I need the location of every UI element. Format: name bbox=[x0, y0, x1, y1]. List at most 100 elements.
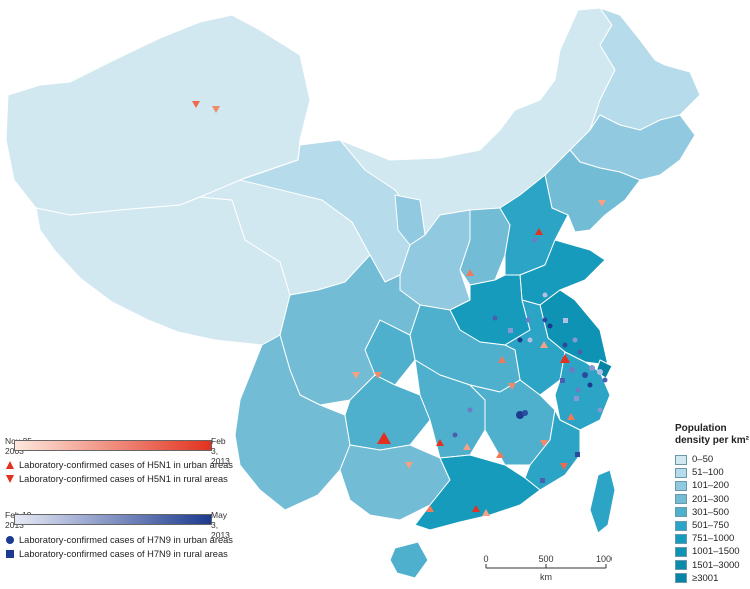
h7n9-rural-case bbox=[540, 478, 545, 483]
density-class-label: 101–200 bbox=[692, 480, 729, 492]
h7n9-urban-case bbox=[527, 337, 533, 343]
h7n9-urban-case bbox=[517, 337, 523, 343]
circle-icon bbox=[6, 536, 14, 544]
density-class: 51–100 bbox=[675, 466, 750, 479]
h7n9-urban-label: Laboratory-confirmed cases of H7N9 in ur… bbox=[19, 535, 233, 545]
h7n9-urban-case bbox=[572, 337, 578, 343]
h5n1-urban-case bbox=[540, 341, 548, 348]
density-swatch bbox=[675, 560, 687, 571]
density-legend-title-line1: Population bbox=[675, 423, 727, 434]
h7n9-rural-label: Laboratory-confirmed cases of H7N9 in ru… bbox=[19, 549, 228, 559]
h5n1-legend: Nov 25, 2003 Feb 3, 2013 Laboratory-conf… bbox=[5, 436, 233, 496]
h7n9-rural-case bbox=[560, 378, 565, 383]
density-swatch bbox=[675, 480, 687, 491]
h7n9-end-date-line1: May 3, bbox=[211, 510, 228, 530]
h5n1-urban-case bbox=[463, 443, 471, 450]
h5n1-urban-case bbox=[567, 413, 575, 420]
h7n9-urban-case bbox=[602, 377, 608, 383]
density-class-label: 0–50 bbox=[692, 454, 714, 466]
density-swatch bbox=[675, 573, 687, 584]
h7n9-urban-case bbox=[587, 382, 593, 388]
h7n9-rural-case bbox=[574, 396, 579, 401]
h5n1-urban-label: Laboratory-confirmed cases of H5N1 in ur… bbox=[19, 460, 233, 470]
h7n9-rural-legend: Laboratory-confirmed cases of H7N9 in ru… bbox=[5, 549, 228, 559]
h7n9-urban-case bbox=[542, 292, 548, 298]
scale-tick-1000: 1000 bbox=[596, 554, 612, 564]
density-swatch bbox=[675, 507, 687, 518]
h5n1-urban-case bbox=[377, 432, 391, 444]
region-hainan bbox=[389, 541, 429, 579]
density-class: 1001–1500 bbox=[675, 545, 750, 558]
h7n9-end-date: May 3, 2013 bbox=[211, 510, 230, 540]
h5n1-urban-case bbox=[496, 451, 504, 458]
h7n9-start-date-line2: 2013 bbox=[5, 520, 24, 530]
h7n9-urban-case bbox=[562, 342, 568, 348]
density-class-label: 751–1000 bbox=[692, 533, 735, 545]
density-legend-title: Population density per km² bbox=[675, 423, 749, 447]
h7n9-time-gradient bbox=[14, 514, 212, 525]
h5n1-rural-label: Laboratory-confirmed cases of H5N1 in ru… bbox=[19, 474, 228, 484]
h5n1-rural-case bbox=[540, 440, 548, 447]
h7n9-urban-case bbox=[597, 407, 603, 413]
density-class-label: ≥3001 bbox=[692, 572, 719, 584]
scale-tick-0: 0 bbox=[483, 554, 488, 564]
square-icon bbox=[6, 550, 14, 558]
density-class: ≥3001 bbox=[675, 572, 750, 585]
h7n9-urban-case bbox=[597, 369, 603, 375]
h5n1-case-markers bbox=[192, 101, 606, 516]
density-swatch bbox=[675, 467, 687, 478]
density-class: 501–750 bbox=[675, 519, 750, 532]
region-taiwan bbox=[589, 469, 616, 534]
h7n9-rural-case bbox=[563, 318, 568, 323]
h7n9-urban-case bbox=[547, 323, 553, 329]
h7n9-urban-case bbox=[532, 237, 538, 243]
density-swatch bbox=[675, 494, 687, 505]
h7n9-urban-case bbox=[467, 407, 473, 413]
density-class-label: 301–500 bbox=[692, 506, 729, 518]
density-class-label: 1501–3000 bbox=[692, 559, 740, 571]
h5n1-urban-case bbox=[466, 269, 474, 276]
scale-tick-500: 500 bbox=[538, 554, 553, 564]
h7n9-urban-case bbox=[575, 387, 581, 393]
h7n9-urban-case bbox=[525, 317, 531, 323]
density-swatch bbox=[675, 520, 687, 531]
density-class-label: 1001–1500 bbox=[692, 546, 740, 558]
h5n1-urban-case bbox=[498, 356, 506, 363]
h5n1-rural-case bbox=[212, 106, 220, 113]
h5n1-rural-case bbox=[508, 383, 516, 390]
h5n1-rural-case bbox=[598, 200, 606, 207]
h5n1-rural-case bbox=[352, 372, 360, 379]
density-legend: 0–50 51–100 101–200 201–300 301–500 501–… bbox=[675, 453, 750, 585]
h7n9-case-markers bbox=[452, 237, 608, 483]
density-class-label: 201–300 bbox=[692, 493, 729, 505]
scale-bar: 0 500 1000 km bbox=[483, 554, 612, 582]
h5n1-rural-legend: Laboratory-confirmed cases of H5N1 in ru… bbox=[5, 474, 228, 484]
h7n9-legend: Feb 19, 2013 May 3, 2013 Laboratory-conf… bbox=[5, 510, 233, 585]
h7n9-urban-case bbox=[522, 410, 528, 416]
h5n1-rural-case bbox=[374, 372, 382, 379]
h5n1-start-date-line2: 2003 bbox=[5, 446, 24, 456]
h5n1-end-date: Feb 3, 2013 bbox=[211, 436, 230, 466]
h7n9-end-date-line2: 2013 bbox=[211, 530, 230, 540]
density-swatch bbox=[675, 533, 687, 544]
h5n1-rural-case bbox=[192, 101, 200, 108]
density-class: 101–200 bbox=[675, 479, 750, 492]
triangle-down-icon bbox=[6, 475, 14, 483]
density-class-label: 51–100 bbox=[692, 467, 724, 479]
h5n1-end-date-line2: 2013 bbox=[211, 456, 230, 466]
h5n1-rural-case bbox=[405, 462, 413, 469]
density-class: 751–1000 bbox=[675, 532, 750, 545]
density-legend-title-line2: density per km² bbox=[675, 435, 749, 446]
h5n1-time-gradient bbox=[14, 440, 212, 451]
density-class-label: 501–750 bbox=[692, 520, 729, 532]
density-class: 1501–3000 bbox=[675, 559, 750, 572]
h7n9-urban-case bbox=[582, 372, 588, 378]
region-fujian bbox=[524, 409, 581, 491]
h7n9-urban-case bbox=[492, 315, 498, 321]
h5n1-urban-case bbox=[436, 439, 444, 446]
h5n1-urban-legend: Laboratory-confirmed cases of H5N1 in ur… bbox=[5, 460, 233, 470]
h5n1-urban-case bbox=[426, 505, 434, 512]
region-hunan bbox=[414, 359, 486, 459]
density-swatch bbox=[675, 546, 687, 557]
